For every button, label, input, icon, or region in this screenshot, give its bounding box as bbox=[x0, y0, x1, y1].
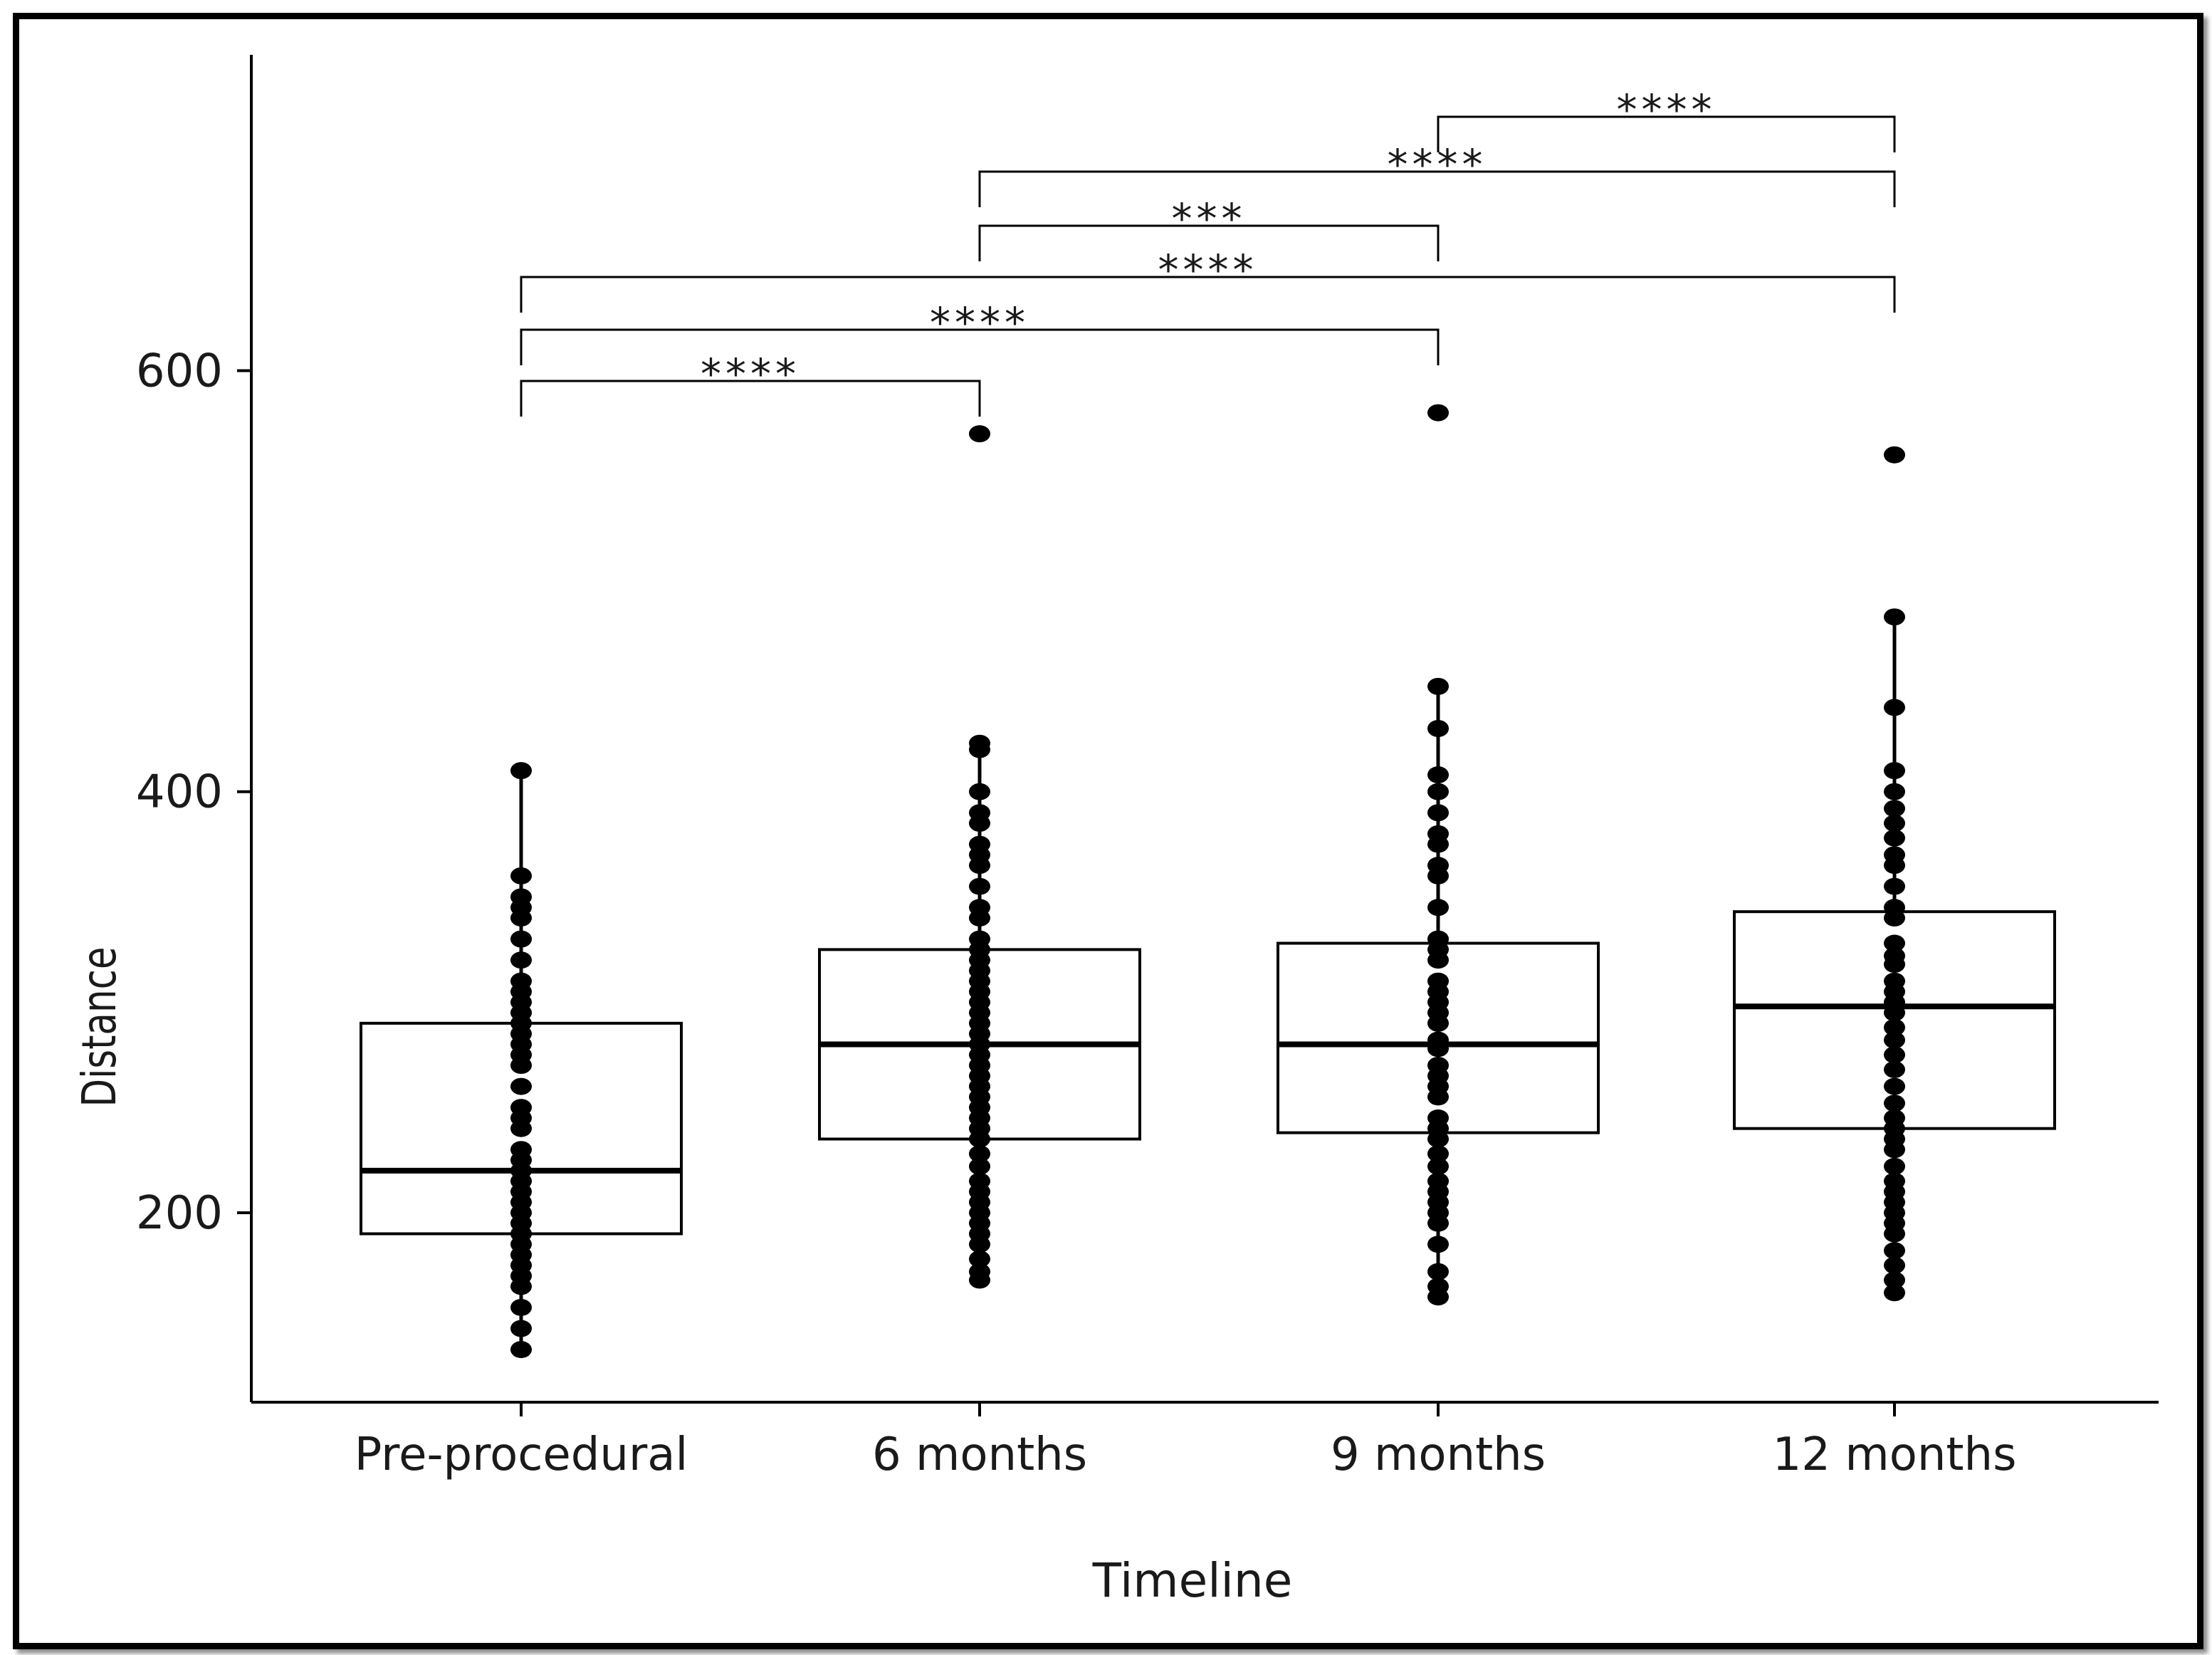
data-point bbox=[969, 1250, 990, 1268]
x-tick-label: 9 months bbox=[1331, 1429, 1546, 1481]
data-point bbox=[1884, 1256, 1905, 1274]
significance-bracket bbox=[978, 170, 1896, 207]
significance-bracket bbox=[978, 224, 1440, 261]
data-point bbox=[510, 972, 532, 990]
x-tick-label: Pre-procedural bbox=[355, 1429, 688, 1481]
data-point bbox=[1884, 899, 1905, 917]
significance-bracket bbox=[1437, 115, 1896, 152]
data-point bbox=[1884, 762, 1905, 780]
data-point bbox=[510, 1099, 532, 1117]
data-point bbox=[1884, 1157, 1905, 1175]
data-points bbox=[510, 404, 1905, 1359]
data-point bbox=[1884, 446, 1905, 464]
data-point bbox=[1884, 1271, 1905, 1289]
data-point bbox=[1884, 608, 1905, 626]
data-point bbox=[1427, 1157, 1449, 1175]
data-point bbox=[1427, 766, 1449, 784]
y-axis-title: Distance bbox=[72, 946, 127, 1107]
data-point bbox=[510, 1341, 532, 1359]
x-tick-label: 6 months bbox=[872, 1429, 1087, 1481]
significance-label: **** bbox=[1158, 246, 1258, 294]
data-point bbox=[969, 425, 990, 443]
data-point bbox=[1884, 1031, 1905, 1049]
data-point bbox=[1427, 972, 1449, 990]
data-point bbox=[1427, 857, 1449, 875]
significance-label: **** bbox=[1388, 140, 1487, 189]
data-point bbox=[510, 1077, 532, 1095]
data-point bbox=[1884, 783, 1905, 800]
significance-label: **** bbox=[930, 298, 1029, 347]
significance-brackets: *********************** bbox=[520, 85, 1896, 417]
data-point bbox=[1427, 1057, 1449, 1074]
data-point bbox=[1884, 699, 1905, 716]
data-point bbox=[969, 734, 990, 752]
data-point bbox=[1884, 829, 1905, 847]
data-point bbox=[969, 930, 990, 948]
data-point bbox=[1427, 404, 1449, 422]
data-point bbox=[1427, 1172, 1449, 1190]
data-point bbox=[1884, 846, 1905, 864]
data-point bbox=[1427, 1236, 1449, 1253]
significance-bracket bbox=[520, 328, 1440, 365]
data-point bbox=[1427, 677, 1449, 695]
boxes bbox=[360, 617, 2056, 1350]
data-point bbox=[1884, 1095, 1905, 1112]
data-point bbox=[969, 1263, 990, 1280]
data-point bbox=[1427, 1109, 1449, 1127]
data-point bbox=[1427, 720, 1449, 737]
data-point bbox=[510, 1141, 532, 1159]
data-point bbox=[510, 762, 532, 780]
figure-frame: 200 400 600 Pre-procedural 6 months 9 months 1… bbox=[13, 13, 2203, 1649]
data-point bbox=[510, 888, 532, 906]
data-point bbox=[1884, 800, 1905, 818]
data-point bbox=[1427, 1278, 1449, 1295]
y-tick-label: 400 bbox=[136, 766, 223, 819]
data-point bbox=[969, 835, 990, 853]
data-point bbox=[1884, 934, 1905, 952]
data-point bbox=[969, 877, 990, 895]
data-point bbox=[1427, 804, 1449, 822]
data-point bbox=[1884, 972, 1905, 990]
data-point bbox=[510, 867, 532, 884]
data-point bbox=[1427, 899, 1449, 917]
x-tick-label: 12 months bbox=[1773, 1429, 2017, 1481]
data-point bbox=[1427, 825, 1449, 842]
box-plot-chart: 200 400 600 Pre-procedural 6 months 9 months 1… bbox=[72, 55, 2159, 1608]
data-point bbox=[969, 1145, 990, 1163]
axes: 200 400 600 Pre-procedural 6 months 9 months 1… bbox=[136, 55, 2159, 1481]
significance-label: *** bbox=[1172, 194, 1247, 243]
data-point bbox=[969, 783, 990, 800]
data-point bbox=[969, 1172, 990, 1190]
data-point bbox=[1427, 1263, 1449, 1280]
data-point bbox=[510, 1320, 532, 1337]
data-point bbox=[1884, 1046, 1905, 1064]
data-point bbox=[1884, 815, 1905, 832]
data-point bbox=[1884, 877, 1905, 895]
data-point bbox=[510, 930, 532, 948]
data-point bbox=[1884, 947, 1905, 965]
data-point bbox=[969, 1157, 990, 1175]
data-point bbox=[1884, 1284, 1905, 1302]
x-axis-title: Timeline bbox=[1092, 1553, 1293, 1608]
data-point bbox=[969, 899, 990, 917]
significance-bracket bbox=[520, 380, 981, 417]
significance-label: **** bbox=[1617, 85, 1716, 134]
data-point bbox=[510, 1298, 532, 1316]
data-point bbox=[1884, 1018, 1905, 1036]
data-point bbox=[1884, 1060, 1905, 1078]
data-point bbox=[1427, 783, 1449, 800]
data-point bbox=[1427, 1145, 1449, 1163]
data-point bbox=[1884, 1077, 1905, 1095]
y-tick-label: 600 bbox=[136, 345, 223, 397]
data-point bbox=[510, 951, 532, 969]
data-point bbox=[969, 804, 990, 822]
data-point bbox=[1427, 1031, 1449, 1049]
significance-label: **** bbox=[701, 350, 800, 398]
data-point bbox=[1884, 1242, 1905, 1260]
data-point bbox=[1884, 1172, 1905, 1190]
y-tick-label: 200 bbox=[136, 1187, 223, 1240]
significance-bracket bbox=[520, 276, 1896, 313]
data-point bbox=[1427, 930, 1449, 948]
data-point bbox=[1884, 1109, 1905, 1127]
